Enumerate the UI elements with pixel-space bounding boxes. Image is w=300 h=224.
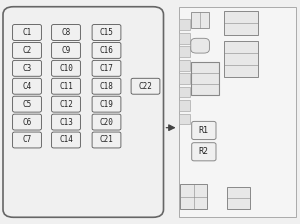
Bar	[191, 62, 219, 95]
FancyBboxPatch shape	[92, 60, 121, 76]
Bar	[178, 46, 190, 57]
FancyBboxPatch shape	[191, 38, 209, 53]
Bar	[178, 100, 190, 111]
FancyBboxPatch shape	[13, 132, 41, 148]
FancyBboxPatch shape	[92, 43, 121, 58]
Text: C17: C17	[100, 64, 113, 73]
FancyBboxPatch shape	[13, 43, 41, 58]
FancyBboxPatch shape	[92, 96, 121, 112]
FancyBboxPatch shape	[192, 143, 216, 161]
FancyBboxPatch shape	[52, 132, 80, 148]
Text: C22: C22	[139, 82, 152, 91]
Text: C4: C4	[22, 82, 32, 91]
FancyBboxPatch shape	[52, 114, 80, 130]
Bar	[178, 114, 190, 124]
FancyBboxPatch shape	[13, 60, 41, 76]
Text: C5: C5	[22, 100, 32, 109]
Text: C10: C10	[59, 64, 73, 73]
Text: C18: C18	[100, 82, 113, 91]
Text: C20: C20	[100, 118, 113, 127]
FancyBboxPatch shape	[92, 132, 121, 148]
FancyBboxPatch shape	[13, 114, 41, 130]
Bar	[227, 187, 250, 209]
Text: C7: C7	[22, 136, 32, 144]
Text: C3: C3	[22, 64, 32, 73]
Text: C11: C11	[59, 82, 73, 91]
Text: C8: C8	[61, 28, 70, 37]
Text: C1: C1	[22, 28, 32, 37]
Text: C6: C6	[22, 118, 32, 127]
FancyBboxPatch shape	[52, 24, 80, 40]
Text: C15: C15	[100, 28, 113, 37]
Bar	[178, 33, 190, 44]
FancyBboxPatch shape	[3, 7, 164, 217]
Text: R1: R1	[199, 126, 209, 135]
FancyBboxPatch shape	[52, 96, 80, 112]
Bar	[224, 11, 258, 35]
Bar	[178, 60, 190, 71]
Bar	[191, 12, 209, 28]
FancyBboxPatch shape	[13, 24, 41, 40]
Bar	[180, 184, 207, 209]
Text: C12: C12	[59, 100, 73, 109]
FancyBboxPatch shape	[192, 121, 216, 140]
Bar	[178, 87, 190, 97]
Text: R2: R2	[199, 147, 209, 156]
Text: C16: C16	[100, 46, 113, 55]
Bar	[178, 19, 190, 30]
FancyBboxPatch shape	[92, 78, 121, 94]
Text: C21: C21	[100, 136, 113, 144]
Text: C13: C13	[59, 118, 73, 127]
FancyBboxPatch shape	[92, 114, 121, 130]
FancyBboxPatch shape	[131, 78, 160, 94]
Text: C9: C9	[61, 46, 70, 55]
Bar	[178, 73, 190, 84]
Bar	[178, 7, 296, 217]
FancyBboxPatch shape	[52, 43, 80, 58]
Text: C2: C2	[22, 46, 32, 55]
FancyBboxPatch shape	[52, 60, 80, 76]
FancyBboxPatch shape	[13, 96, 41, 112]
FancyBboxPatch shape	[13, 78, 41, 94]
Bar	[224, 41, 258, 77]
Text: C14: C14	[59, 136, 73, 144]
FancyBboxPatch shape	[52, 78, 80, 94]
FancyBboxPatch shape	[92, 24, 121, 40]
Text: C19: C19	[100, 100, 113, 109]
